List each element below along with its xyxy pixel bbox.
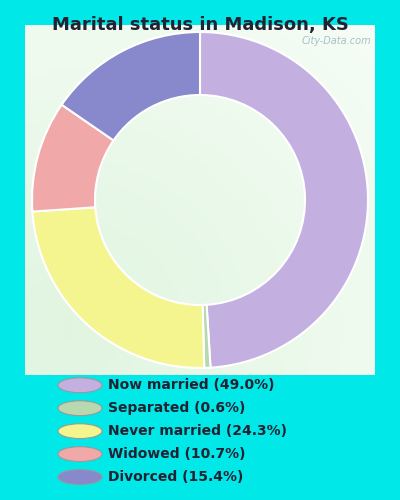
Text: Never married (24.3%): Never married (24.3%) [108,424,287,438]
Circle shape [58,378,102,392]
Wedge shape [62,32,200,140]
Text: Now married (49.0%): Now married (49.0%) [108,378,274,392]
Wedge shape [200,32,368,368]
Text: Marital status in Madison, KS: Marital status in Madison, KS [52,16,348,34]
Text: Widowed (10.7%): Widowed (10.7%) [108,447,246,461]
Text: Separated (0.6%): Separated (0.6%) [108,401,245,415]
Wedge shape [32,104,114,212]
Text: City-Data.com: City-Data.com [302,36,372,46]
Circle shape [58,470,102,484]
Wedge shape [32,208,204,368]
Circle shape [58,446,102,462]
Text: Divorced (15.4%): Divorced (15.4%) [108,470,243,484]
Circle shape [58,401,102,415]
Circle shape [58,424,102,438]
Wedge shape [203,305,210,368]
